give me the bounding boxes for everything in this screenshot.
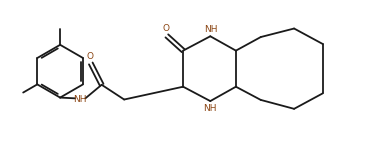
Text: NH: NH: [203, 104, 216, 113]
Text: NH: NH: [74, 95, 87, 104]
Text: O: O: [87, 52, 94, 61]
Text: NH: NH: [204, 25, 218, 34]
Text: O: O: [163, 24, 170, 33]
